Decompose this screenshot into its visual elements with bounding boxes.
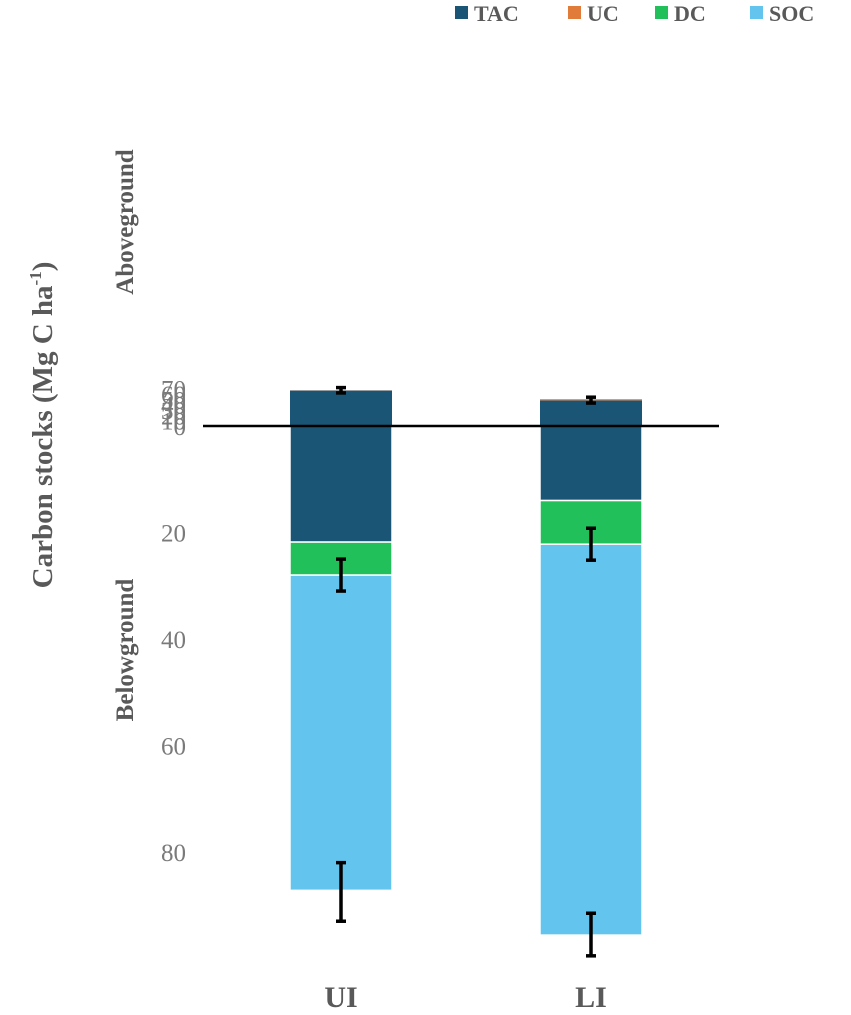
y-tick-label-above: 60 xyxy=(161,382,186,409)
legend-item-dc: DC xyxy=(655,1,706,26)
legend-item-soc: SOC xyxy=(750,1,814,26)
y-tick-label-above: 10 xyxy=(161,409,186,436)
legend-item-uc: UC xyxy=(568,1,619,26)
error-bar-layer xyxy=(336,385,596,958)
error-bar-ui-0 xyxy=(336,385,346,395)
belowground-label: Belowground xyxy=(112,579,139,722)
error-bar-ui-2 xyxy=(336,557,346,593)
legend-label: DC xyxy=(674,1,706,26)
y-tick-label-above: 40 xyxy=(161,393,186,420)
y-tick-label-above: 70 xyxy=(161,377,186,404)
x-category-labels: UI LI xyxy=(324,981,607,1014)
bar-li-soc-below xyxy=(539,543,643,936)
error-bar-li-3 xyxy=(586,526,596,562)
y-tick-label-below: 60 xyxy=(161,734,186,761)
error-bar-ui-4 xyxy=(336,860,346,923)
category-label-ui: UI xyxy=(324,981,357,1014)
y-axis-title-superscript: -1 xyxy=(26,271,45,285)
category-label-li: LI xyxy=(575,981,607,1014)
legend: TAC UC DC SOC xyxy=(455,1,814,26)
legend-label: TAC xyxy=(474,1,519,26)
bar-ui-tac-above xyxy=(290,390,392,426)
aboveground-label: Aboveground xyxy=(112,149,139,295)
y-axis-title-main: Carbon stocks (Mg C ha xyxy=(27,285,59,588)
legend-item-tac: TAC xyxy=(455,1,519,26)
y-tick-label-below: 80 xyxy=(161,840,186,867)
bar-ui-tac-below xyxy=(289,425,393,543)
y-tick-label-above: 30 xyxy=(161,398,186,425)
legend-swatch xyxy=(568,6,581,19)
legend-swatch xyxy=(655,6,668,19)
y-axis-title: Carbon stocks (Mg C ha-1) xyxy=(26,262,59,589)
legend-swatch xyxy=(455,6,468,19)
bar-li-tac-below xyxy=(539,425,643,502)
y-axis-title-close: ) xyxy=(27,262,59,272)
legend-swatch xyxy=(750,6,763,19)
y-tick-label-above: 50 xyxy=(161,387,186,414)
y-tick-label-above: 20 xyxy=(161,403,186,430)
error-bar-li-5 xyxy=(586,911,596,958)
y-tick-label-above: 0 xyxy=(174,414,187,441)
legend-label: SOC xyxy=(769,1,814,26)
bar-layer xyxy=(289,390,643,936)
y-tick-label-below: 40 xyxy=(161,627,186,654)
y-tick-label-below: 20 xyxy=(161,521,186,548)
error-bar-li-1 xyxy=(586,395,596,405)
legend-label: UC xyxy=(587,1,619,26)
bar-ui-soc-below xyxy=(289,574,393,892)
